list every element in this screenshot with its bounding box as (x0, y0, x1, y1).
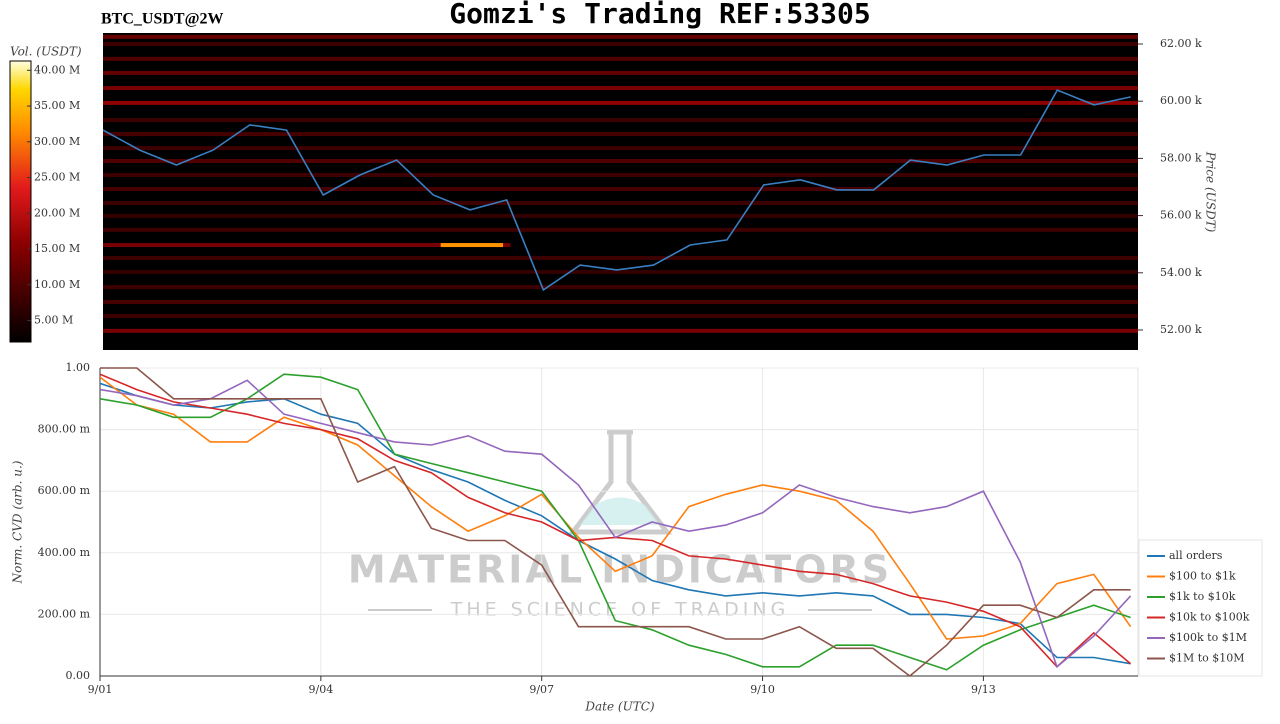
series-line (100, 382, 1131, 665)
heatmap-band (103, 132, 1138, 137)
heatmap-band (103, 243, 511, 248)
watermark-icon (567, 429, 673, 535)
pair-label: BTC_USDT@2W (101, 11, 223, 28)
watermark-icon (580, 497, 660, 525)
x-tick-label: 9/10 (750, 683, 775, 696)
colorbar-tick-label: 5.00 M (34, 314, 73, 327)
series-line (100, 373, 1131, 671)
legend-label: $1M to $10M (1169, 652, 1245, 665)
cvd-plot (100, 367, 1132, 678)
colorbar (9, 60, 32, 343)
y-axis-label: Norm. CVD (arb. u.) (11, 460, 25, 584)
y-tick-label: 62.00 k (1160, 37, 1202, 50)
y-tick-label: 800.00 m (38, 423, 91, 436)
heatmap-band (440, 243, 504, 248)
y-tick-label: 56.00 k (1160, 209, 1202, 222)
heatmap-band (103, 313, 1138, 318)
series-line (103, 89, 1131, 292)
legend (1138, 539, 1263, 677)
x-axis-label: Date (UTC) (584, 700, 654, 714)
heatmap-band (103, 100, 1138, 105)
heatmap-band (103, 146, 1138, 151)
legend-label: $10k to $100k (1169, 611, 1250, 624)
heatmap-band (103, 328, 1138, 333)
y-axis-label: Price (USDT) (1204, 151, 1218, 233)
heatmap-band (103, 118, 1138, 123)
heatmap-band (103, 213, 1138, 218)
series-line (100, 376, 1132, 640)
colorbar-tick-label: 25.00 M (34, 171, 80, 184)
x-tick-label: 9/13 (971, 683, 996, 696)
series-line (100, 367, 1131, 678)
heatmap-band (103, 255, 1138, 260)
y-tick-label: 60.00 k (1160, 94, 1202, 107)
colorbar-label: Vol. (USDT) (10, 45, 82, 59)
heatmap-band (103, 269, 1138, 274)
colorbar-tick-label: 40.00 M (34, 63, 80, 76)
legend-label: $100k to $1M (1169, 631, 1247, 644)
heatmap-band (103, 70, 1138, 75)
y-tick-label: 600.00 m (38, 484, 91, 497)
series-line (100, 379, 1132, 669)
y-tick-label: 54.00 k (1160, 266, 1202, 279)
y-tick-label: 400.00 m (38, 546, 91, 559)
legend-label: $100 to $1k (1169, 570, 1236, 583)
heatmap-band (103, 227, 1138, 232)
price-plot (103, 89, 1131, 292)
heatmap-band (103, 299, 1138, 304)
colorbar-tick-label: 15.00 M (34, 242, 80, 255)
heatmap-band (103, 158, 1138, 163)
colorbar-tick-label: 10.00 M (34, 278, 80, 291)
y-tick-label: 0.00 (66, 669, 91, 682)
heatmap-band (103, 42, 1138, 47)
x-tick-label: 9/01 (88, 683, 113, 696)
heatmap-band (103, 201, 1138, 206)
page-title: Gomzi's Trading REF:53305 (449, 0, 870, 30)
heatmap-band (103, 285, 1138, 290)
y-tick-label: 52.00 k (1160, 323, 1202, 336)
y-tick-label: 58.00 k (1160, 151, 1202, 164)
legend-label: all orders (1169, 549, 1223, 562)
heatmap-band (103, 34, 1138, 39)
colorbar-tick-label: 20.00 M (34, 206, 80, 219)
y-tick-label: 200.00 m (38, 607, 91, 620)
heatmap-band (103, 172, 1138, 177)
colorbar-tick-label: 35.00 M (34, 99, 80, 112)
colorbar-tick-label: 30.00 M (34, 135, 80, 148)
y-tick-label: 1.00 (66, 361, 91, 374)
heatmap-band (103, 186, 1138, 191)
legend-label: $1k to $10k (1169, 590, 1236, 603)
x-tick-label: 9/04 (308, 683, 333, 696)
x-tick-label: 9/07 (529, 683, 554, 696)
heatmap-bg (103, 33, 1138, 350)
heatmap-band (103, 86, 1138, 91)
heatmap-band (103, 56, 1138, 61)
watermark-subtitle: THE SCIENCE OF TRADING (450, 599, 790, 621)
